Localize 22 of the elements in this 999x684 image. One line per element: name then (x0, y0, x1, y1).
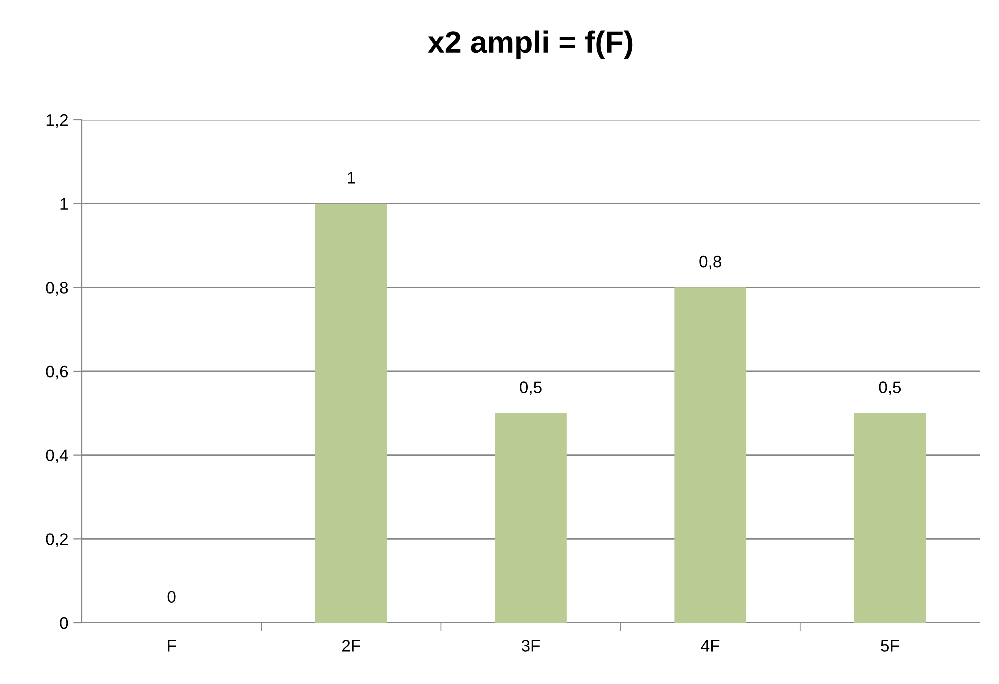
data-label: 0 (168, 591, 176, 604)
x-tick-label: 4F (701, 640, 720, 652)
y-tick-label: 0 (60, 617, 68, 630)
y-tick-label: 0,6 (46, 366, 68, 380)
data-label: 0,8 (700, 256, 722, 270)
bar (674, 288, 747, 623)
data-label: 0,5 (879, 382, 902, 396)
data-label: 1 (348, 172, 356, 184)
bar (315, 204, 388, 623)
y-tick-label: 1,2 (46, 114, 68, 128)
data-label: 0,5 (520, 382, 542, 396)
x-tick-label: F (168, 640, 176, 652)
bar (854, 413, 926, 623)
x-tick-label: 3F (522, 640, 540, 652)
y-tick-label: 0,4 (46, 450, 68, 464)
chart-title: x2 ampli = f(F) (428, 30, 633, 60)
bar (495, 413, 567, 623)
y-tick-label: 0,8 (46, 282, 68, 296)
x-tick-label: 5F (881, 640, 900, 652)
y-tick-label: 0,2 (46, 534, 68, 548)
x-tick-label: 2F (342, 640, 360, 652)
y-tick-label: 1 (60, 198, 68, 210)
